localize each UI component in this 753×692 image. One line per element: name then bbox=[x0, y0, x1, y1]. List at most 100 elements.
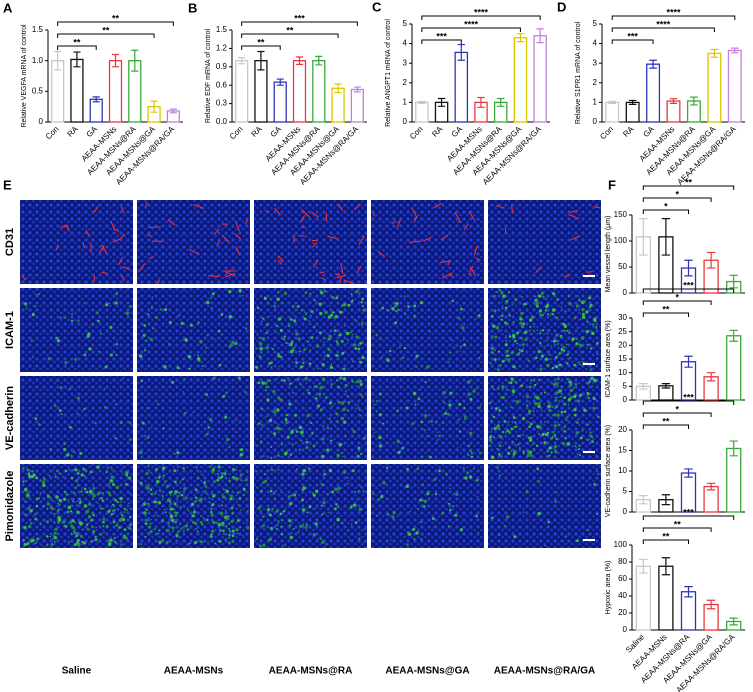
stain bbox=[76, 412, 79, 415]
stain bbox=[162, 474, 165, 477]
stain bbox=[350, 523, 353, 525]
stain bbox=[306, 389, 310, 392]
stain bbox=[260, 423, 263, 426]
error-bar bbox=[73, 51, 81, 68]
stain bbox=[228, 527, 230, 530]
stain bbox=[25, 496, 28, 499]
stain bbox=[498, 474, 502, 477]
stain bbox=[170, 507, 174, 511]
stain bbox=[320, 454, 325, 459]
stain bbox=[268, 418, 273, 423]
x-tick-label: Con bbox=[408, 125, 425, 142]
stain bbox=[230, 494, 234, 498]
stain bbox=[420, 520, 423, 524]
vessel bbox=[167, 219, 176, 226]
stain bbox=[379, 392, 382, 396]
stain bbox=[75, 479, 78, 483]
stain bbox=[54, 527, 58, 531]
stain bbox=[416, 507, 419, 510]
stain bbox=[304, 291, 308, 295]
stain bbox=[477, 314, 481, 317]
stain bbox=[294, 413, 298, 417]
stain bbox=[285, 420, 289, 424]
stain bbox=[478, 406, 481, 410]
stain bbox=[39, 479, 42, 481]
stain bbox=[544, 357, 548, 361]
y-tick-label: 20 bbox=[618, 608, 627, 617]
stain bbox=[230, 519, 234, 524]
stain bbox=[228, 533, 231, 537]
stain bbox=[441, 422, 444, 425]
stain bbox=[277, 291, 279, 294]
stain bbox=[373, 431, 375, 434]
stain bbox=[91, 492, 93, 495]
stain bbox=[84, 475, 86, 477]
stain bbox=[539, 398, 541, 400]
stain bbox=[401, 356, 405, 360]
stain bbox=[76, 538, 80, 542]
stain bbox=[586, 343, 589, 346]
stain bbox=[45, 520, 49, 524]
stain bbox=[320, 482, 322, 485]
stain bbox=[302, 486, 306, 490]
stain bbox=[564, 436, 567, 440]
stain bbox=[415, 354, 419, 358]
stain bbox=[139, 481, 143, 485]
stain bbox=[83, 353, 87, 357]
stain bbox=[352, 429, 354, 431]
stain bbox=[257, 306, 260, 310]
stain bbox=[420, 455, 424, 458]
stain bbox=[301, 524, 305, 527]
vessel bbox=[274, 207, 281, 216]
stain bbox=[183, 378, 186, 381]
stain bbox=[178, 491, 181, 494]
stain bbox=[396, 409, 399, 412]
stain bbox=[320, 504, 323, 507]
y-tick-label: 15 bbox=[618, 446, 627, 455]
stain bbox=[122, 467, 124, 469]
stain bbox=[172, 530, 174, 532]
micrograph-bg bbox=[488, 464, 601, 548]
stain bbox=[492, 415, 496, 419]
stain bbox=[347, 530, 349, 532]
stain bbox=[92, 531, 95, 534]
bar bbox=[625, 101, 640, 123]
stain bbox=[276, 527, 278, 530]
stain bbox=[583, 408, 587, 412]
stain bbox=[316, 518, 318, 521]
stain bbox=[507, 381, 510, 384]
stain bbox=[436, 420, 438, 423]
stain bbox=[260, 351, 263, 354]
stain bbox=[448, 502, 451, 505]
stain bbox=[533, 448, 535, 450]
stain bbox=[304, 376, 308, 381]
stain bbox=[273, 305, 276, 307]
stain bbox=[246, 522, 248, 524]
stain bbox=[417, 397, 421, 401]
stain bbox=[285, 342, 287, 344]
significance-label: **** bbox=[464, 19, 479, 29]
stain bbox=[107, 509, 111, 513]
stain bbox=[568, 331, 571, 335]
stain bbox=[333, 524, 336, 526]
stain bbox=[355, 385, 357, 387]
stain bbox=[149, 530, 153, 534]
stain bbox=[364, 528, 366, 531]
stain bbox=[227, 522, 230, 525]
significance-bracket bbox=[611, 27, 715, 32]
stain bbox=[36, 537, 39, 540]
stain bbox=[280, 525, 283, 528]
stain bbox=[201, 490, 204, 493]
vessel bbox=[149, 256, 154, 259]
stain bbox=[290, 494, 293, 497]
stain bbox=[53, 521, 55, 523]
stain bbox=[186, 544, 189, 547]
stain bbox=[581, 312, 586, 316]
stain bbox=[168, 500, 172, 503]
stain bbox=[262, 515, 265, 518]
stain bbox=[138, 450, 143, 455]
stain bbox=[322, 425, 325, 427]
stain bbox=[179, 482, 181, 484]
vessel bbox=[586, 271, 593, 273]
stain bbox=[493, 427, 497, 431]
